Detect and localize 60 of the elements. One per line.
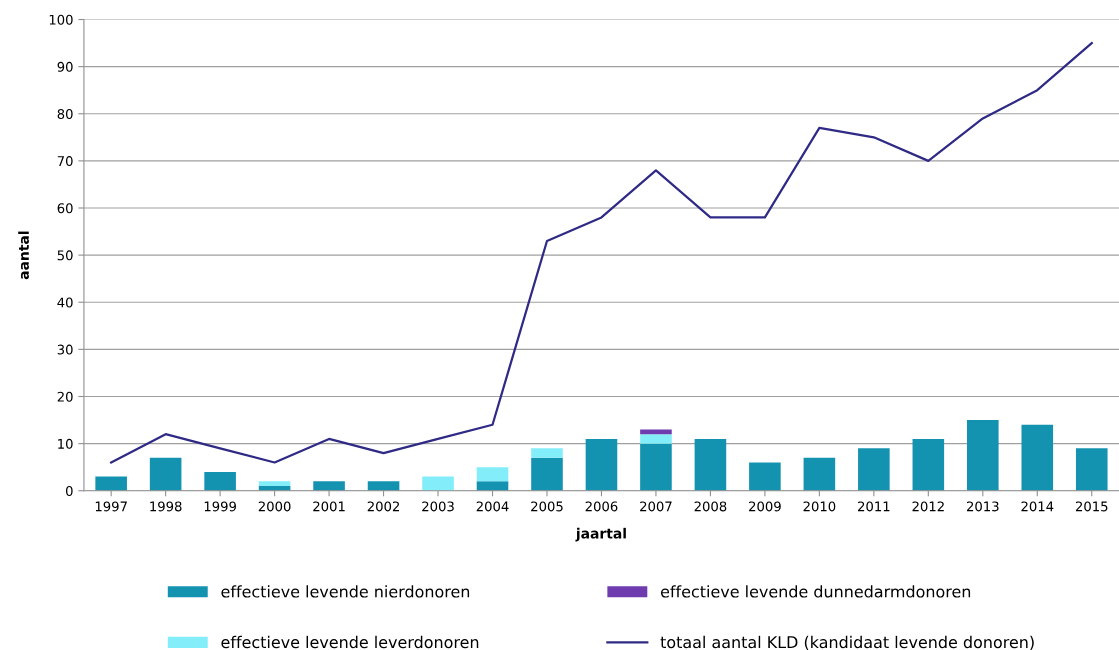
bar (258, 481, 291, 487)
legend-label: effectieve levende nierdonoren (221, 585, 470, 598)
x-tick-label: 2005 (531, 501, 563, 512)
x-tick-label: 2001 (313, 501, 345, 512)
x-axis-title: jaartal (575, 527, 626, 542)
y-tick-label: 50 (57, 250, 73, 261)
x-tick-label: 2014 (1021, 501, 1054, 512)
bar (204, 471, 236, 491)
bar (585, 438, 618, 491)
x-tick-label: 2004 (476, 501, 509, 512)
bar (1075, 448, 1108, 491)
bar (912, 438, 945, 491)
bar (531, 457, 563, 491)
y-tick-label: 80 (57, 108, 73, 119)
bar (640, 434, 672, 444)
bar (694, 438, 727, 491)
y-tick-label: 40 (57, 297, 73, 308)
x-tick-label: 2010 (803, 501, 836, 512)
y-tick-label: 30 (57, 344, 73, 355)
bar (367, 481, 400, 491)
bar (640, 443, 672, 491)
bar (640, 429, 672, 435)
x-tick-label: 2013 (966, 501, 999, 512)
bar (313, 481, 345, 491)
y-tick-label: 70 (57, 156, 73, 167)
x-tick-label: 2007 (640, 501, 672, 512)
x-tick-label: 2012 (912, 501, 944, 512)
y-tick-label: 100 (49, 14, 73, 25)
bar (749, 462, 781, 491)
y-tick-label: 90 (57, 61, 73, 72)
bar (422, 476, 454, 491)
bar (1021, 424, 1054, 491)
bar (967, 420, 999, 491)
bar (95, 476, 127, 491)
y-tick-label: 60 (57, 203, 73, 214)
x-tick-label: 2002 (367, 501, 400, 512)
y-tick-label: 10 (58, 438, 73, 449)
legend-label: totaal aantal KLD (kandidaat levende donoren) (660, 635, 1034, 650)
x-tick-label: 2009 (749, 501, 781, 512)
x-tick-label: 1997 (95, 501, 127, 512)
bar (476, 467, 509, 482)
x-tick-label: 1999 (204, 501, 236, 512)
x-tick-label: 2008 (694, 501, 727, 512)
bar (531, 448, 563, 458)
x-tick-label: 2000 (258, 501, 291, 512)
x-tick-label: 2006 (585, 501, 618, 512)
bar (149, 457, 182, 491)
bar (476, 481, 509, 491)
bar (858, 448, 890, 491)
bar (803, 457, 836, 491)
x-tick-label: 2015 (1075, 501, 1108, 512)
y-tick-label: 0 (65, 485, 73, 496)
x-tick-label: 2003 (422, 501, 454, 512)
y-tick-label: 20 (57, 391, 73, 402)
x-tick-label: 2011 (858, 501, 890, 512)
line-series (110, 41, 1093, 464)
x-tick-label: 1998 (150, 501, 182, 512)
legend-label: effectieve levende dunnedarmdonoren (660, 585, 971, 598)
legend-label: effectieve levende leverdonoren (221, 635, 479, 649)
y-axis-title: aantal (18, 231, 29, 280)
